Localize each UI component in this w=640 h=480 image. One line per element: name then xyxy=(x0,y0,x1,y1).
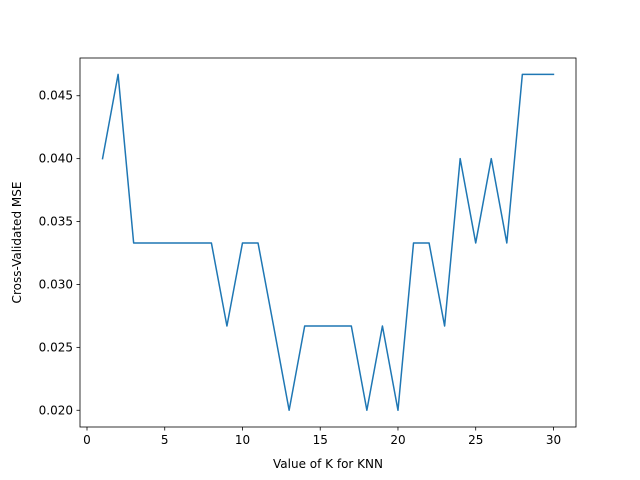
y-tick-label: 0.020 xyxy=(39,403,73,417)
y-axis-ticks: 0.020 0.025 0.030 0.035 0.040 0.045 xyxy=(39,89,80,417)
x-tick-label: 25 xyxy=(468,433,483,447)
plot-frame xyxy=(79,57,577,428)
y-tick-label: 0.040 xyxy=(39,152,73,166)
series-line xyxy=(101,73,555,412)
x-tick-label: 10 xyxy=(235,433,250,447)
y-tick-label: 0.035 xyxy=(39,215,73,229)
x-axis-label: Value of K for KNN xyxy=(273,457,383,471)
y-axis-label: Cross-Validated MSE xyxy=(10,182,24,304)
y-tick-label: 0.025 xyxy=(39,340,73,354)
x-tick-label: 20 xyxy=(390,433,405,447)
x-tick-label: 0 xyxy=(83,433,91,447)
x-axis-ticks: 0 5 10 15 20 25 30 xyxy=(83,427,561,447)
x-tick-label: 5 xyxy=(161,433,169,447)
x-tick-label: 30 xyxy=(546,433,561,447)
y-tick-label: 0.030 xyxy=(39,277,73,291)
y-tick-label: 0.045 xyxy=(39,89,73,103)
x-tick-label: 15 xyxy=(313,433,328,447)
